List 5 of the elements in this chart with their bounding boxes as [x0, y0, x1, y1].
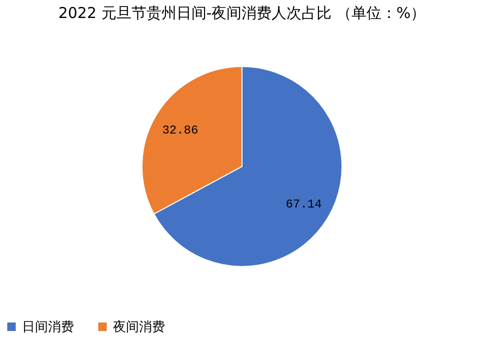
data-label: 32.86 — [162, 124, 198, 138]
chart-title: 2022 元旦节贵州日间-夜间消费人次占比 （单位：%） — [58, 4, 426, 22]
legend-label: 夜间消费 — [113, 318, 165, 335]
legend-label: 日间消费 — [22, 320, 74, 335]
data-label: 67.14 — [286, 197, 322, 212]
